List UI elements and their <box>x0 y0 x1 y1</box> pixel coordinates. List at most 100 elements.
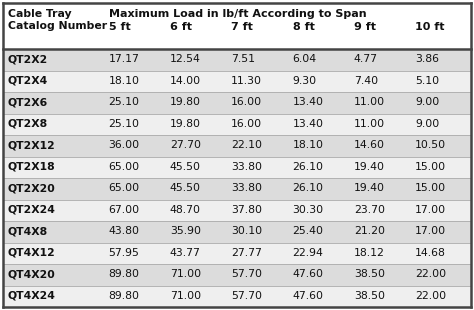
Text: 30.10: 30.10 <box>231 226 263 236</box>
Text: 3.86: 3.86 <box>415 54 439 64</box>
Text: 12.54: 12.54 <box>170 54 201 64</box>
Text: 38.50: 38.50 <box>354 291 385 301</box>
Text: QT2X12: QT2X12 <box>8 140 56 150</box>
Text: 13.40: 13.40 <box>292 119 324 129</box>
Text: 19.40: 19.40 <box>354 183 385 193</box>
Text: 22.10: 22.10 <box>231 140 262 150</box>
Text: 9 ft: 9 ft <box>354 22 376 32</box>
Text: 8 ft: 8 ft <box>292 22 314 32</box>
Text: 27.70: 27.70 <box>170 140 201 150</box>
Bar <box>3 286 471 307</box>
Text: 26.10: 26.10 <box>292 162 324 172</box>
Text: 14.68: 14.68 <box>415 248 446 258</box>
Text: 19.80: 19.80 <box>170 119 201 129</box>
Text: Maximum Load in lb/ft According to Span: Maximum Load in lb/ft According to Span <box>109 9 366 19</box>
Text: 18.12: 18.12 <box>354 248 385 258</box>
Bar <box>3 200 471 221</box>
Text: 19.40: 19.40 <box>354 162 385 172</box>
Text: 38.50: 38.50 <box>354 269 385 279</box>
Text: 43.80: 43.80 <box>109 226 140 236</box>
Text: QT4X20: QT4X20 <box>8 269 56 279</box>
Text: 30.30: 30.30 <box>292 205 324 215</box>
Text: 11.00: 11.00 <box>354 119 385 129</box>
Text: 57.70: 57.70 <box>231 291 262 301</box>
Text: 7.51: 7.51 <box>231 54 255 64</box>
Text: QT4X24: QT4X24 <box>8 291 56 301</box>
Text: 37.80: 37.80 <box>231 205 262 215</box>
Text: QT2X18: QT2X18 <box>8 162 55 172</box>
Text: 65.00: 65.00 <box>109 162 140 172</box>
Bar <box>3 264 471 286</box>
Text: QT2X6: QT2X6 <box>8 97 48 107</box>
Text: 10 ft: 10 ft <box>415 22 445 32</box>
Text: 33.80: 33.80 <box>231 183 262 193</box>
Text: 11.30: 11.30 <box>231 76 262 86</box>
Text: 57.95: 57.95 <box>109 248 139 258</box>
Text: 7 ft: 7 ft <box>231 22 253 32</box>
Text: 65.00: 65.00 <box>109 183 140 193</box>
Bar <box>3 221 471 242</box>
Text: 22.00: 22.00 <box>415 291 447 301</box>
Text: 18.10: 18.10 <box>109 76 140 86</box>
Text: 45.50: 45.50 <box>170 183 201 193</box>
Text: 17.00: 17.00 <box>415 226 447 236</box>
Text: 57.70: 57.70 <box>231 269 262 279</box>
Text: 11.00: 11.00 <box>354 97 385 107</box>
Bar <box>3 3 471 49</box>
Text: QT4X12: QT4X12 <box>8 248 56 258</box>
Text: 14.60: 14.60 <box>354 140 385 150</box>
Text: 16.00: 16.00 <box>231 119 263 129</box>
Text: 9.00: 9.00 <box>415 119 439 129</box>
Text: 35.90: 35.90 <box>170 226 201 236</box>
Text: 27.77: 27.77 <box>231 248 262 258</box>
Text: 25.40: 25.40 <box>292 226 324 236</box>
Text: 14.00: 14.00 <box>170 76 201 86</box>
Bar <box>3 49 471 70</box>
Text: 17.00: 17.00 <box>415 205 447 215</box>
Text: 4.77: 4.77 <box>354 54 378 64</box>
Text: 23.70: 23.70 <box>354 205 385 215</box>
Text: 15.00: 15.00 <box>415 162 447 172</box>
Text: 9.00: 9.00 <box>415 97 439 107</box>
Text: 89.80: 89.80 <box>109 291 140 301</box>
Text: 15.00: 15.00 <box>415 183 447 193</box>
Text: QT2X8: QT2X8 <box>8 119 48 129</box>
Text: 10.50: 10.50 <box>415 140 447 150</box>
Text: 43.77: 43.77 <box>170 248 201 258</box>
Text: QT4X8: QT4X8 <box>8 226 48 236</box>
Text: 48.70: 48.70 <box>170 205 201 215</box>
Text: 33.80: 33.80 <box>231 162 262 172</box>
Text: 71.00: 71.00 <box>170 291 201 301</box>
Bar <box>3 92 471 113</box>
Text: 67.00: 67.00 <box>109 205 140 215</box>
Bar <box>3 70 471 92</box>
Text: 5 ft: 5 ft <box>109 22 130 32</box>
Bar <box>3 135 471 157</box>
Text: Cable Tray: Cable Tray <box>8 9 72 19</box>
Text: 45.50: 45.50 <box>170 162 201 172</box>
Text: 36.00: 36.00 <box>109 140 140 150</box>
Text: QT2X20: QT2X20 <box>8 183 56 193</box>
Text: 16.00: 16.00 <box>231 97 263 107</box>
Text: QT2X24: QT2X24 <box>8 205 56 215</box>
Text: 21.20: 21.20 <box>354 226 385 236</box>
Text: 25.10: 25.10 <box>109 97 140 107</box>
Text: 19.80: 19.80 <box>170 97 201 107</box>
Text: 89.80: 89.80 <box>109 269 140 279</box>
Text: QT2X4: QT2X4 <box>8 76 48 86</box>
Text: 13.40: 13.40 <box>292 97 324 107</box>
Text: Catalog Number: Catalog Number <box>8 21 107 31</box>
Bar <box>3 242 471 264</box>
Text: 9.30: 9.30 <box>292 76 317 86</box>
Bar <box>3 178 471 200</box>
Text: 22.94: 22.94 <box>292 248 323 258</box>
Bar <box>3 113 471 135</box>
Bar <box>3 157 471 178</box>
Text: 6 ft: 6 ft <box>170 22 192 32</box>
Text: 71.00: 71.00 <box>170 269 201 279</box>
Text: 47.60: 47.60 <box>292 291 324 301</box>
Text: 18.10: 18.10 <box>292 140 324 150</box>
Text: 26.10: 26.10 <box>292 183 324 193</box>
Text: 5.10: 5.10 <box>415 76 439 86</box>
Text: 47.60: 47.60 <box>292 269 324 279</box>
